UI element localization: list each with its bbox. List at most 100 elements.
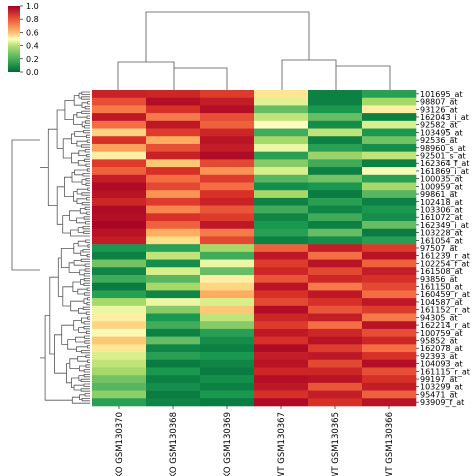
heatmap-cell	[308, 167, 363, 176]
row-label: 92536_at	[420, 136, 458, 145]
heatmap-cell	[92, 382, 147, 391]
row-dendrogram-link	[86, 254, 90, 258]
heatmap-cell	[92, 367, 147, 376]
heatmap-cell	[362, 390, 417, 399]
heatmap-cell	[92, 359, 147, 368]
heatmap-cell	[92, 352, 147, 361]
heatmap-cell	[146, 197, 201, 206]
heatmap-cell	[200, 359, 255, 368]
heatmap-cell	[200, 298, 255, 307]
heatmap-cell	[308, 90, 363, 99]
heatmap-cell	[92, 159, 147, 168]
row-dendrogram-root	[11, 139, 40, 271]
heatmap-cell	[362, 244, 417, 253]
row-label: 162364_f_at	[420, 159, 469, 168]
row-dendrogram-link	[85, 120, 90, 124]
row-label: 161239_r_at	[420, 252, 470, 261]
row-dendrogram-link	[73, 95, 82, 106]
heatmap-cell	[146, 136, 201, 145]
heatmap-cell	[146, 174, 201, 183]
colorbar-gradient	[8, 6, 20, 72]
heatmap-cell	[146, 205, 201, 214]
heatmap-cell	[254, 298, 309, 307]
row-dendrogram-link	[71, 377, 79, 388]
row-dendrogram-link	[82, 306, 90, 310]
heatmap-cell	[92, 182, 147, 191]
heatmap-cell	[92, 143, 147, 152]
heatmap-cell	[362, 213, 417, 222]
heatmap-cell	[362, 382, 417, 391]
row-dendrogram-link	[49, 276, 59, 355]
row-dendrogram-link	[85, 182, 90, 186]
row-dendrogram-link	[80, 378, 90, 382]
column-label: KO GSM130368	[169, 412, 179, 476]
row-label: 92501_s_at	[420, 152, 466, 161]
row-dendrogram-link	[86, 330, 90, 334]
heatmap-cell	[92, 244, 147, 253]
row-dendrogram-link	[83, 383, 90, 387]
heatmap-cell	[254, 174, 309, 183]
heatmap-cell	[200, 367, 255, 376]
heatmap-cell	[200, 128, 255, 137]
heatmap-cell	[92, 344, 147, 353]
heatmap-cell	[254, 213, 309, 222]
heatmap-cell	[200, 236, 255, 245]
heatmap-cell	[146, 298, 201, 307]
heatmap-cell	[146, 328, 201, 337]
row-dendrogram-link	[71, 133, 77, 144]
row-dendrogram-link	[86, 134, 90, 138]
heatmap-cell	[92, 136, 147, 145]
heatmap-cell	[146, 352, 201, 361]
heatmap-cell	[308, 174, 363, 183]
row-label: 97507_at	[420, 244, 458, 253]
row-dendrogram-link	[87, 359, 90, 363]
row-dendrogram-link	[84, 106, 90, 110]
heatmap-cell	[362, 336, 417, 345]
column-labels: KO GSM130370 KO GSM130368 KO GSM130369 WT G…	[115, 406, 395, 476]
row-dendrogram-link	[78, 327, 87, 333]
heatmap-cell	[200, 282, 255, 291]
row-label: 101695_at	[420, 90, 463, 99]
heatmap-cell	[362, 143, 417, 152]
row-label: 162349_i_at	[420, 221, 469, 230]
row-label: 100035_at	[420, 175, 463, 184]
row-dendrogram-link	[80, 258, 90, 262]
heatmap-cell	[92, 274, 147, 283]
heatmap-cell	[146, 167, 201, 176]
heatmap-cell	[308, 367, 363, 376]
row-label: 93856_at	[420, 275, 458, 284]
heatmap-cell	[146, 344, 201, 353]
row-dendrogram-link	[44, 315, 73, 401]
heatmap-cell	[362, 313, 417, 322]
row-dendrogram-link	[56, 186, 65, 225]
heatmap-cell	[200, 167, 255, 176]
row-dendrogram-link	[83, 326, 90, 330]
heatmap-cell	[92, 328, 147, 337]
column-label: WT GSM130367	[277, 412, 287, 476]
row-dendrogram-link	[66, 363, 72, 384]
heatmap-cell	[254, 352, 309, 361]
row-dendrogram-link	[82, 226, 90, 230]
row-dendrogram-link	[83, 278, 90, 282]
row-dendrogram-link	[73, 114, 83, 125]
heatmap-cell	[200, 113, 255, 122]
heatmap-cell	[362, 182, 417, 191]
heatmap-cell	[200, 328, 255, 337]
row-dendrogram-link	[85, 354, 90, 358]
heatmap-cell	[308, 313, 363, 322]
heatmap-cell	[146, 244, 201, 253]
column-dendrogram	[117, 11, 391, 90]
heatmap-cell	[254, 228, 309, 237]
heatmap-cell	[362, 367, 417, 376]
heatmap-cell	[146, 159, 201, 168]
row-dendrogram-link	[84, 292, 90, 296]
heatmap-cell	[362, 290, 417, 299]
heatmap-cell	[200, 97, 255, 106]
row-label: 103495_at	[420, 128, 463, 137]
heatmap-cell	[362, 321, 417, 330]
heatmap-cell	[200, 190, 255, 199]
heatmap-cell	[200, 197, 255, 206]
row-dendrogram-link	[85, 178, 90, 182]
row-dendrogram-link	[83, 374, 90, 378]
row-label: 161150_at	[420, 283, 463, 292]
